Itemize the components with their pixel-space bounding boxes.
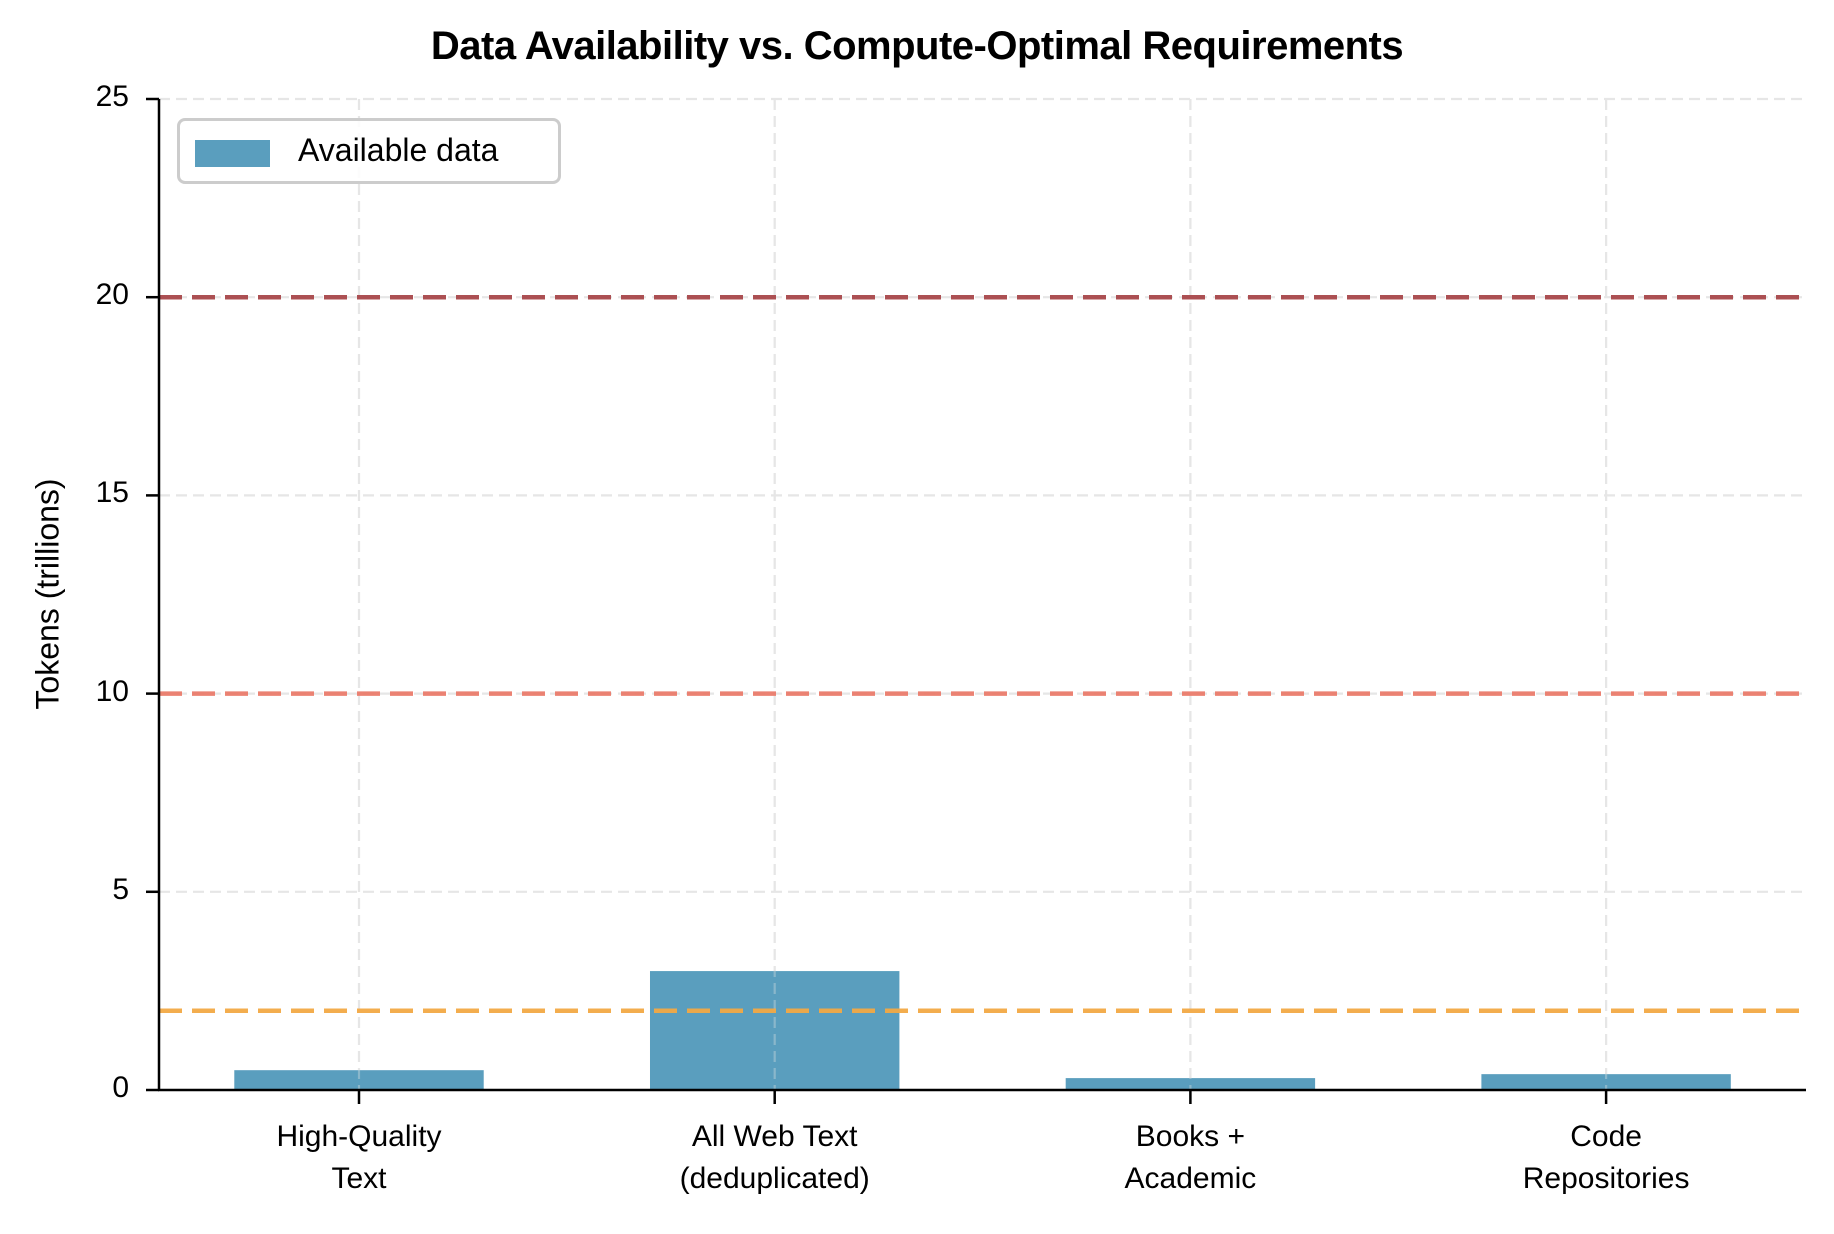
x-tick-label-line: Books +	[1135, 1120, 1245, 1153]
bar	[1481, 1074, 1731, 1090]
chart-title: Data Availability vs. Compute-Optimal Re…	[430, 24, 1404, 68]
x-tick-label-line: Academic	[1124, 1162, 1257, 1195]
bar	[1065, 1078, 1316, 1090]
y-tick-label: 25	[95, 80, 129, 113]
x-tick-label: All Web Text (deduplicated)	[595, 1116, 955, 1200]
y-tick-label: 0	[112, 1071, 129, 1104]
legend-label: Available data	[298, 132, 499, 168]
x-tick-label-line: Repositories	[1522, 1162, 1690, 1195]
y-tick-label: 15	[95, 476, 129, 510]
bar	[649, 971, 900, 1090]
x-tick-label: High-Quality Text	[179, 1116, 539, 1200]
bar	[234, 1070, 484, 1090]
legend-swatch-available-data	[195, 140, 270, 167]
y-tick-label: 10	[95, 674, 129, 708]
x-tick-label-line: High-Quality	[276, 1120, 442, 1153]
x-tick-label-line: Code	[1570, 1120, 1642, 1153]
x-tick-label: Books + Academic	[1010, 1116, 1370, 1200]
legend: Available data	[177, 118, 561, 184]
x-tick-label: Code Repositories	[1426, 1116, 1786, 1200]
y-tick-label: 5	[112, 872, 129, 906]
x-tick-label-line: (deduplicated)	[679, 1162, 870, 1195]
y-tick-label: 20	[95, 278, 129, 312]
x-tick-label-line: All Web Text	[691, 1120, 858, 1153]
x-tick-label-line: Text	[331, 1162, 387, 1195]
